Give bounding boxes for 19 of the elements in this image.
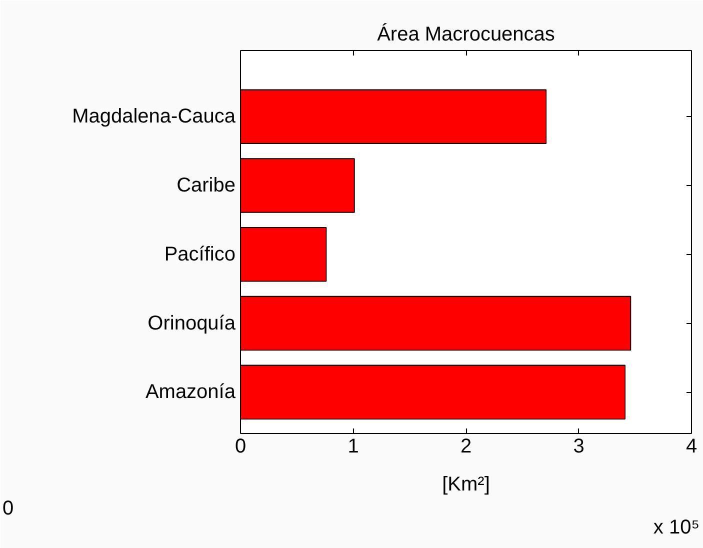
bar xyxy=(240,227,327,282)
x-tick-label: 3 xyxy=(573,436,584,458)
text: x 10⁵ xyxy=(653,516,700,538)
bar xyxy=(240,89,547,144)
y-tick-label: Caribe xyxy=(176,174,236,197)
chart-title: Área Macrocuencas xyxy=(377,22,555,46)
text: 0 xyxy=(2,498,14,520)
x-tick-label: 4 xyxy=(686,436,698,458)
x-tick-label: 0 xyxy=(234,436,246,458)
y-tick-label: Pacífico xyxy=(164,243,236,266)
y-tick-label: Orinoquía xyxy=(148,312,236,334)
bar xyxy=(240,364,626,420)
x-axis-title: [Km²] xyxy=(442,474,490,496)
bar xyxy=(240,158,355,213)
y-tick-label: Magdalena-Cauca xyxy=(72,106,236,128)
y-tick-label: Amazonía xyxy=(145,381,236,404)
x-tick-label: 2 xyxy=(460,436,472,458)
bar xyxy=(240,296,632,351)
x-tick-label: 1 xyxy=(348,436,359,458)
